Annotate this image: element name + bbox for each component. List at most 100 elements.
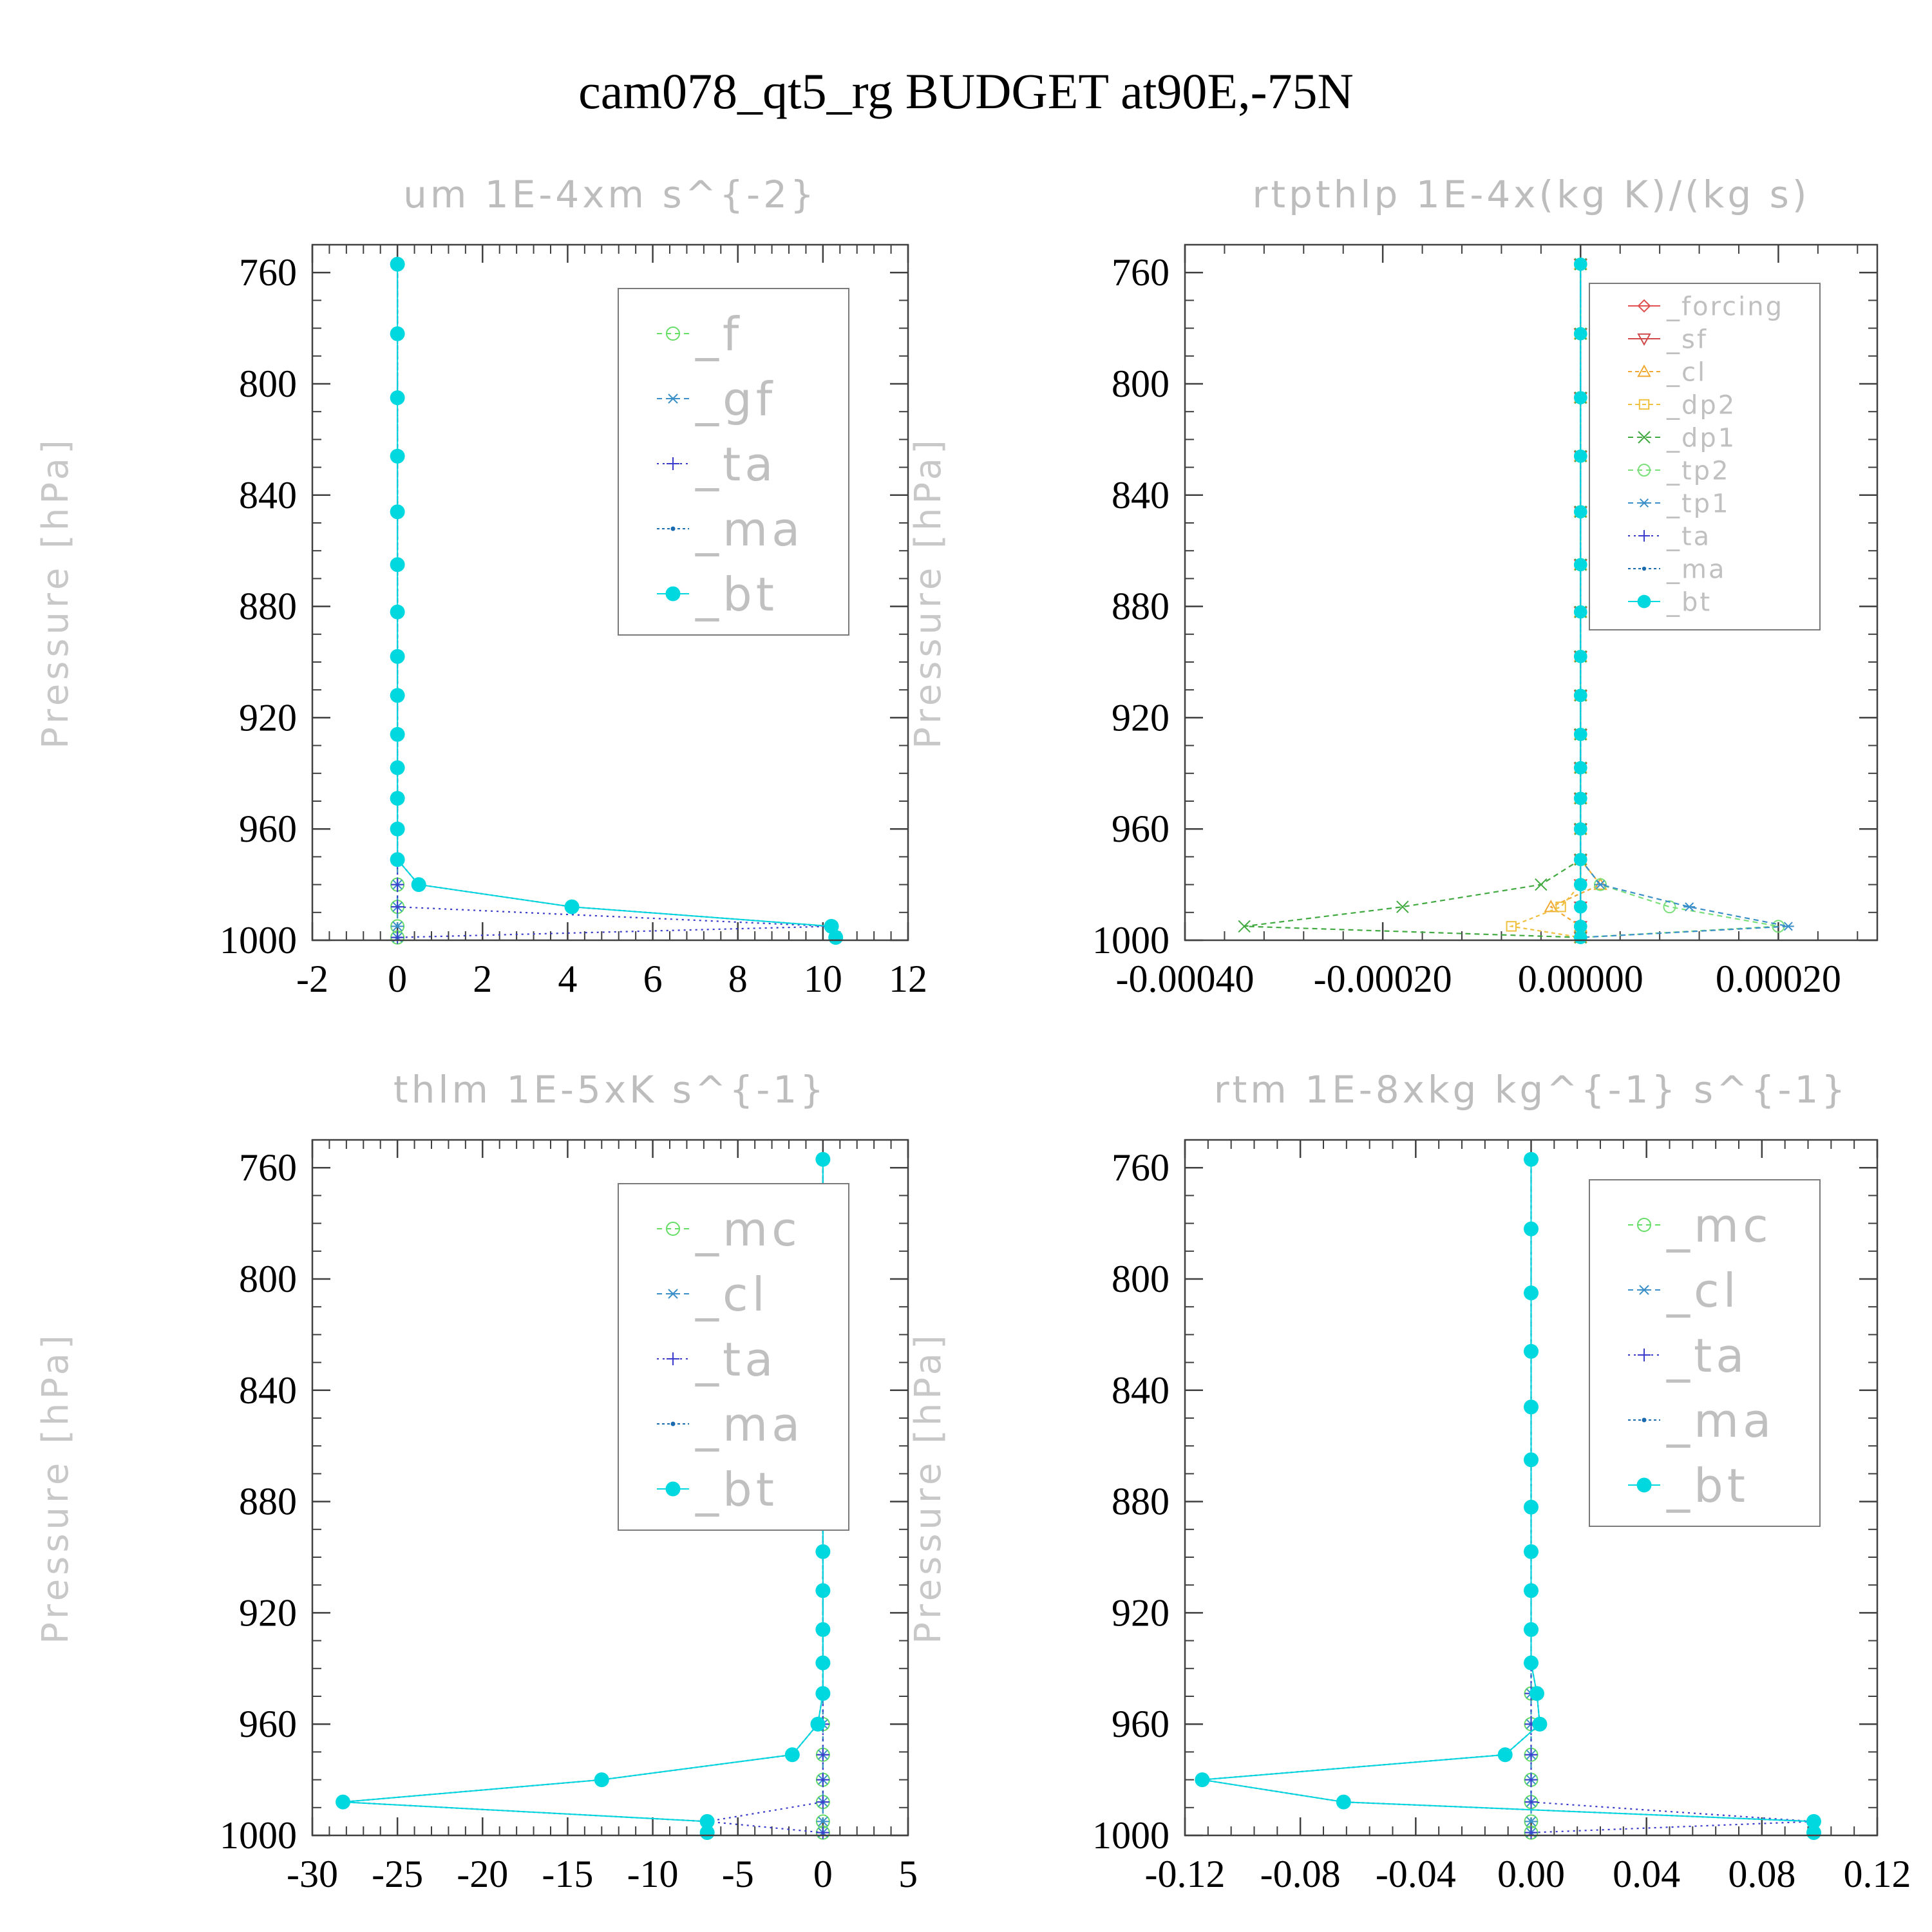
data-point-cl: [816, 1816, 829, 1827]
legend-marker-bt: [1637, 594, 1651, 609]
legend-box: [618, 1183, 849, 1531]
data-point-bt: [1524, 1655, 1539, 1671]
legend-label: _ma: [695, 502, 804, 556]
data-point-bt: [1524, 1285, 1539, 1301]
x-tick-label: 8: [728, 958, 748, 1000]
data-point-bt: [390, 649, 405, 664]
legend-marker-dp1: [1638, 431, 1651, 444]
plot-frame: [311, 243, 909, 942]
y-tick-label: 960: [239, 808, 297, 850]
legend-marker-forcing: [1637, 299, 1651, 313]
legend-label: _ta: [1666, 1329, 1748, 1383]
y-tick-label: 880: [239, 585, 297, 628]
data-point-bt: [699, 1814, 715, 1829]
x-tick-label: 5: [898, 1853, 918, 1895]
data-point-bt: [815, 1544, 831, 1559]
data-point-bt: [1532, 1716, 1548, 1732]
plot-area: [1238, 257, 1794, 945]
legend-label: _cl: [1666, 357, 1707, 387]
x-tick-label: 0: [388, 958, 407, 1000]
legend: _f _gf _ta _ma _bt: [618, 288, 849, 636]
x-tick-label: 2: [473, 958, 492, 1000]
series-line-bt: [397, 264, 837, 938]
x-tick-label: -0.12: [1145, 1853, 1226, 1895]
x-tick-label: 0.04: [1613, 1853, 1680, 1895]
y-tick-label: 800: [239, 1258, 297, 1300]
legend-marker-mc: [666, 1222, 680, 1236]
data-point-dp1: [1396, 900, 1409, 913]
legend-label: _ma: [695, 1397, 804, 1452]
legend-marker-mc: [1637, 1218, 1651, 1232]
x-tick-label: 0.00: [1497, 1853, 1565, 1895]
data-point-bt: [1573, 822, 1587, 836]
legend-label: _gf: [695, 372, 776, 426]
x-tick-label: -5: [722, 1853, 754, 1895]
data-point-bt: [1524, 1452, 1539, 1468]
legend-marker-ta: [1638, 1349, 1651, 1361]
legend-box: [1589, 283, 1821, 630]
x-tick-label: -15: [542, 1853, 593, 1895]
legend-marker-sf: [1637, 333, 1651, 346]
chart-panel-2: rtpthlp 1E-4x(kg K)/(kg s) Pressure [hPa]…: [907, 173, 1879, 1000]
legend-label: _cl: [1666, 1264, 1740, 1318]
legend-label: _bt: [1666, 587, 1712, 617]
data-point-bt: [699, 1825, 715, 1841]
plot-frame: [1184, 1139, 1879, 1837]
data-point-ta: [816, 1826, 829, 1839]
data-point-bt: [1573, 558, 1587, 572]
data-point-tp1: [1683, 902, 1696, 912]
data-point-ta: [1524, 1795, 1538, 1809]
data-point-ta: [1524, 1748, 1538, 1761]
y-axis-label: Pressure [hPa]: [907, 436, 949, 749]
data-point-bt: [1529, 1686, 1544, 1701]
data-point-bt: [815, 1622, 831, 1637]
data-point-bt: [824, 918, 839, 934]
data-point-bt: [1524, 1151, 1539, 1167]
y-tick-label: 920: [239, 696, 297, 739]
y-tick-label: 880: [1112, 585, 1170, 628]
x-tick-label: 0.08: [1728, 1853, 1795, 1895]
data-point-bt: [390, 504, 405, 520]
legend-label: _ma: [1666, 554, 1726, 584]
data-point-bt: [1524, 1583, 1539, 1598]
data-point-ta: [391, 878, 404, 891]
data-point-bt: [784, 1747, 800, 1763]
legend-marker-ma: [1642, 566, 1647, 571]
data-point-bt: [1524, 1622, 1539, 1637]
plot-area: [1195, 1151, 1821, 1841]
x-tick-label: 0: [813, 1853, 833, 1895]
data-point-bt: [1573, 505, 1587, 519]
legend: _forcing _sf _cl_dp2_dp1_tp2 _tp1 _ta _ma_bt: [1589, 283, 1821, 630]
data-point-bt: [390, 791, 405, 806]
data-point-bt: [1524, 1343, 1539, 1359]
legend-marker-gf: [667, 393, 679, 404]
data-point-tp1: [1782, 922, 1794, 931]
data-point-bt: [390, 852, 405, 867]
data-point-bt: [1573, 727, 1587, 741]
series-line-bt: [1202, 1159, 1815, 1833]
x-tick-label: -0.08: [1260, 1853, 1341, 1895]
legend-label: _ta: [695, 437, 777, 491]
data-point-cl: [1524, 1816, 1538, 1827]
y-tick-label: 1000: [220, 1814, 297, 1857]
legend-label: _dp2: [1666, 390, 1736, 420]
data-point-bt: [1806, 1814, 1821, 1829]
data-point-tp2: [1663, 900, 1676, 914]
y-tick-label: 840: [239, 474, 297, 516]
chart-panel-4: rtm 1E-8xkg kg^{-1} s^{-1} Pressure [hPa]…: [907, 1068, 1911, 1895]
x-tick-label: -0.04: [1376, 1853, 1456, 1895]
legend-label: _bt: [695, 567, 778, 621]
data-point-bt: [390, 726, 405, 742]
data-point-ta: [391, 931, 404, 944]
y-tick-label: 840: [1112, 1369, 1170, 1412]
y-tick-label: 920: [239, 1591, 297, 1634]
data-point-bt: [390, 390, 405, 406]
data-point-bt: [1195, 1772, 1210, 1788]
x-tick-label: -2: [296, 958, 328, 1000]
legend-label: _ta: [1666, 522, 1711, 551]
legend-marker-ma: [670, 526, 676, 531]
panel-title: rtm 1E-8xkg kg^{-1} s^{-1}: [1214, 1068, 1849, 1112]
legend-box: [618, 288, 849, 636]
y-axis-label: Pressure [hPa]: [35, 436, 77, 749]
